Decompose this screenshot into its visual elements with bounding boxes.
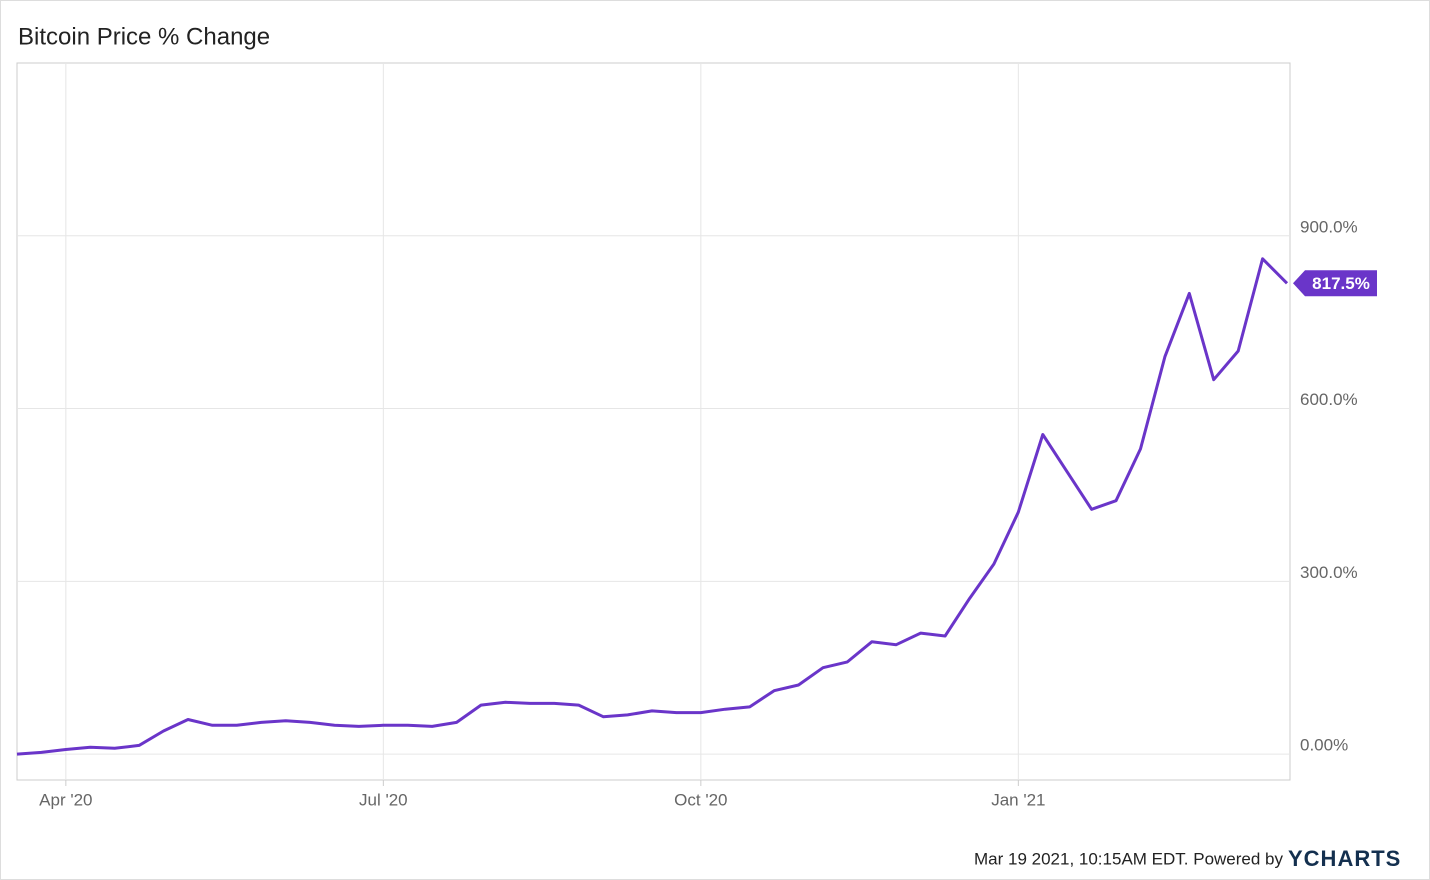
x-tick-label: Apr '20 bbox=[39, 790, 92, 809]
x-tick-label: Jul '20 bbox=[359, 790, 408, 809]
plot-area bbox=[16, 62, 1291, 781]
y-tick-label: 900.0% bbox=[1300, 217, 1358, 236]
line bbox=[16, 257, 1289, 756]
x-tick-label: Jan '21 bbox=[991, 790, 1045, 809]
value-tag bbox=[1293, 270, 1377, 297]
x-tick-label: Oct '20 bbox=[674, 790, 727, 809]
y-tick-label: 600.0% bbox=[1300, 390, 1358, 409]
value-label: 817.5% bbox=[1312, 274, 1370, 293]
y-tick-label: 300.0% bbox=[1300, 563, 1358, 582]
chart-title: Bitcoin Price % Change bbox=[18, 23, 270, 50]
brand-logo: YCHARTS bbox=[1288, 846, 1401, 871]
y-tick-label: 0.00% bbox=[1300, 736, 1348, 755]
footer: Mar 19 2021, 10:15AM EDT. Powered by bbox=[974, 849, 1283, 868]
